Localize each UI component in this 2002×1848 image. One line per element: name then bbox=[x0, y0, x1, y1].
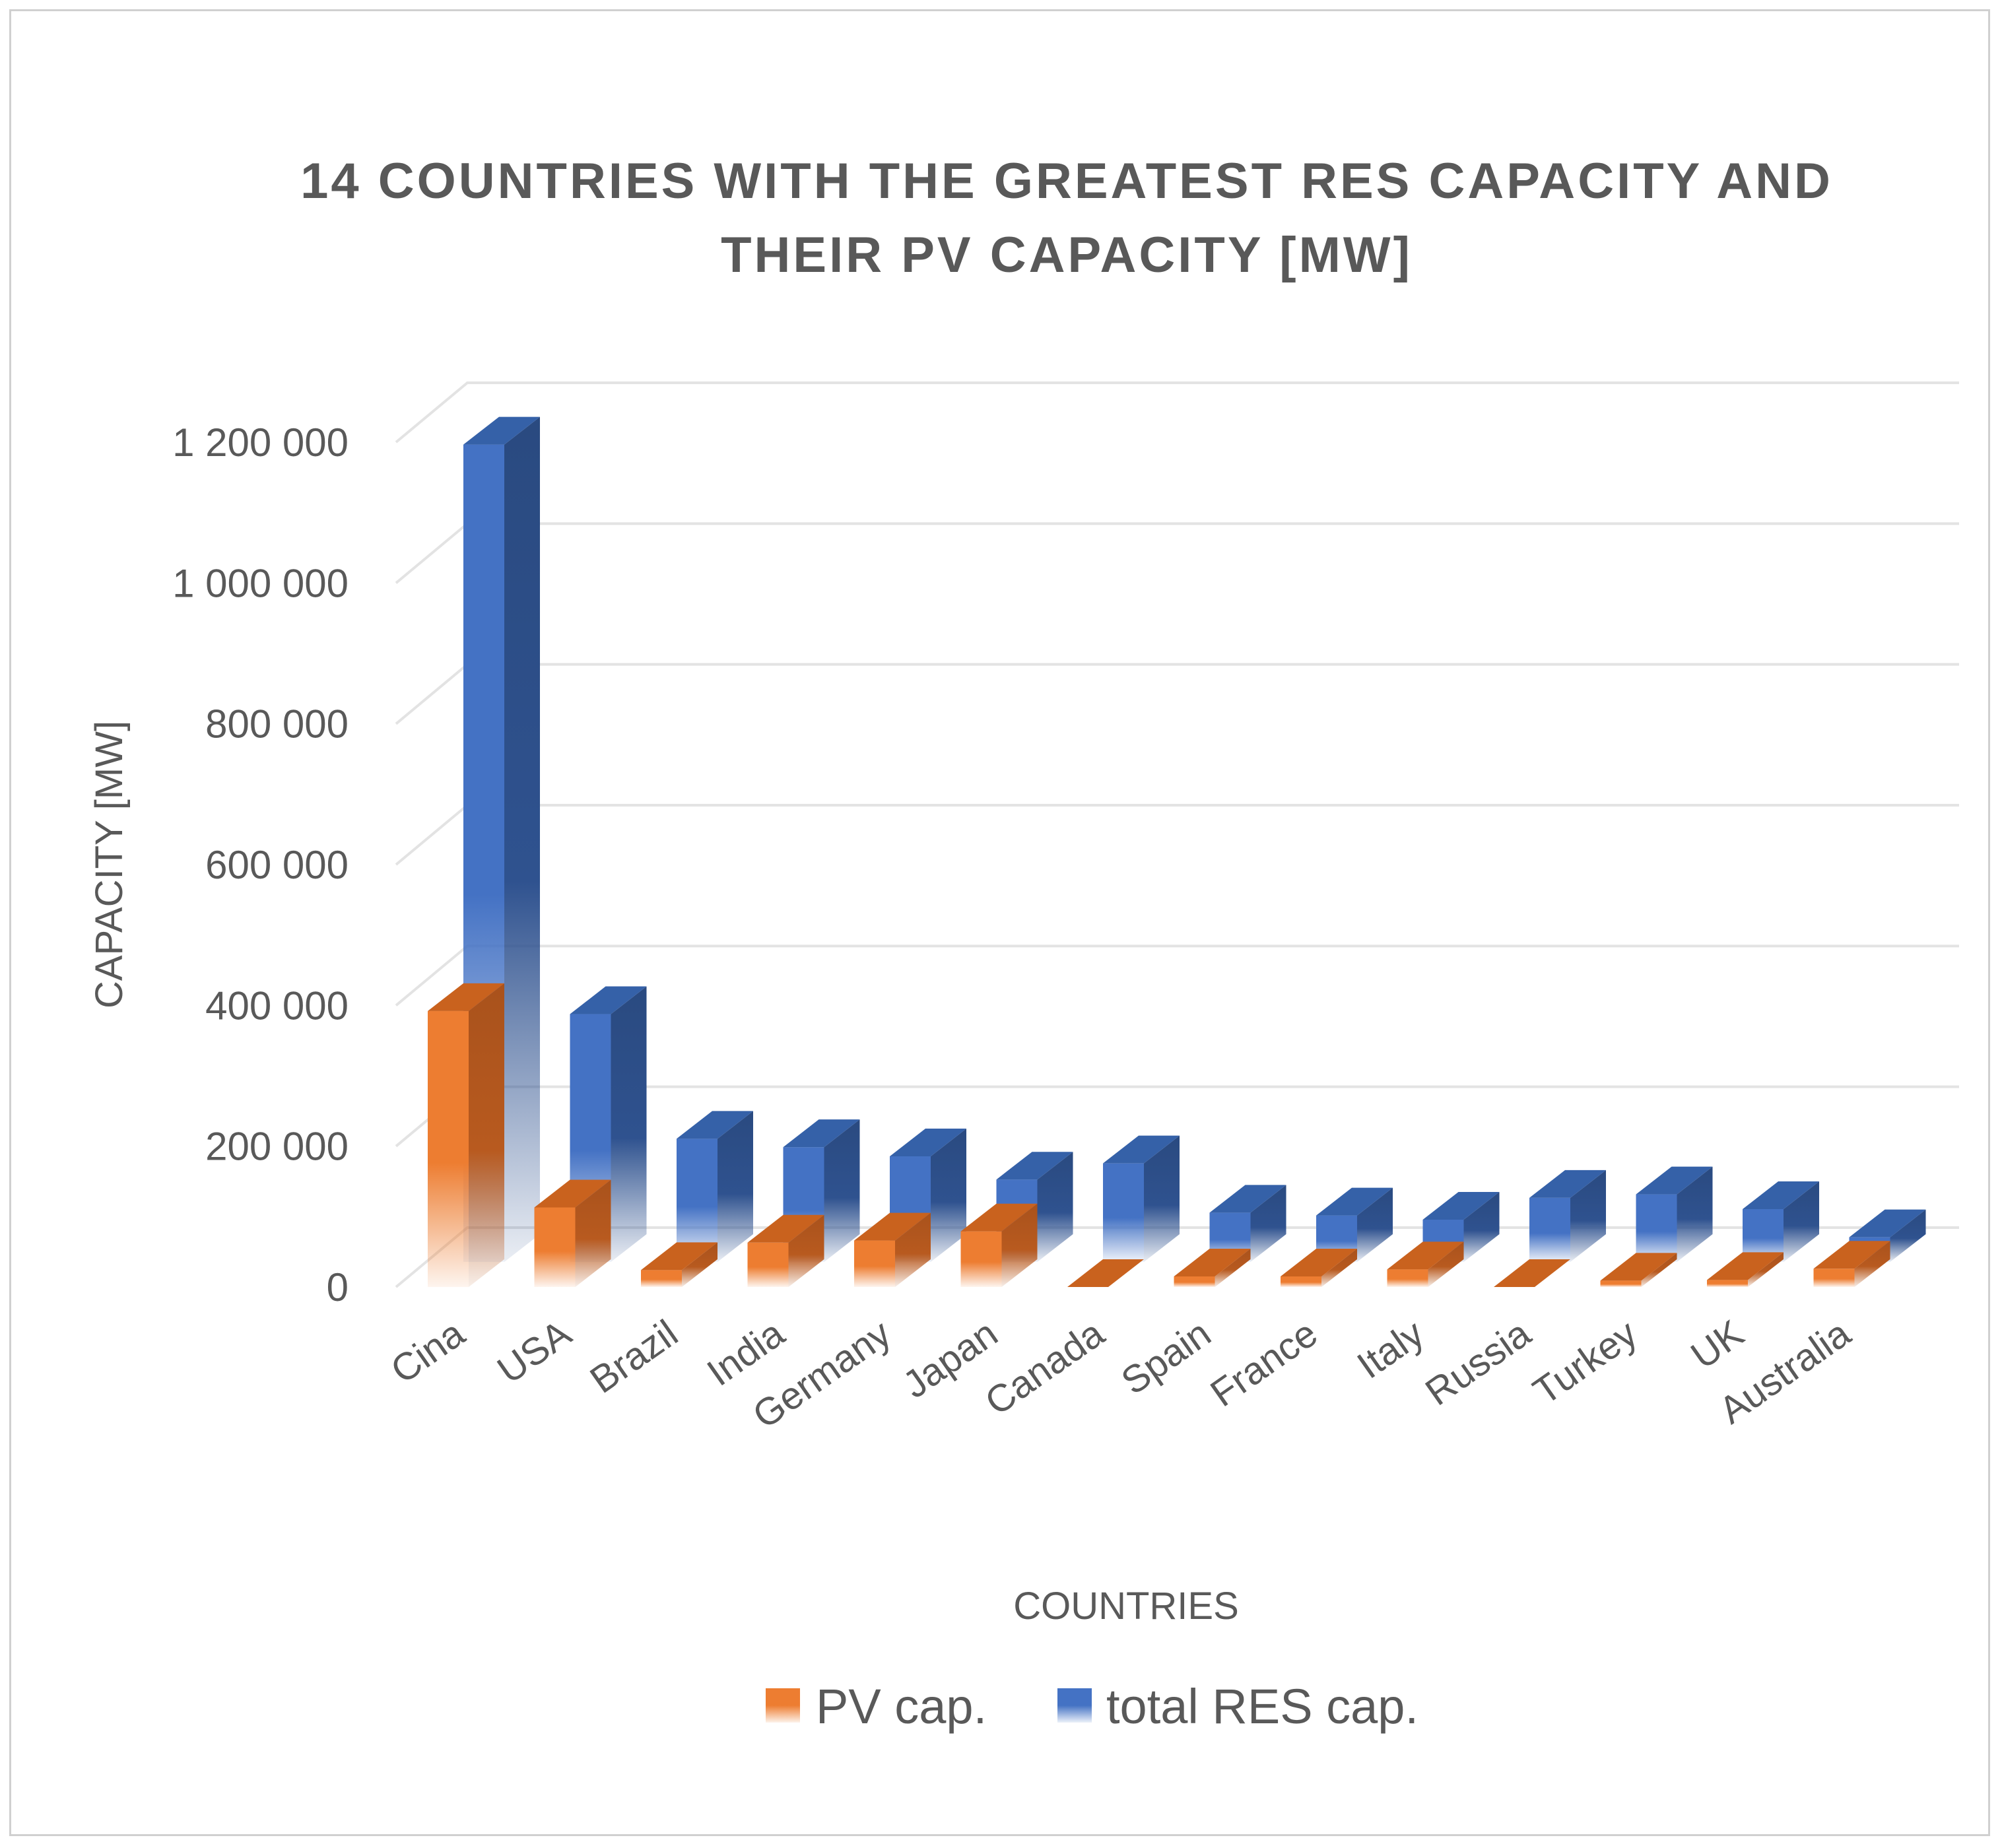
y-tick-label: 400 000 bbox=[205, 983, 349, 1028]
y-tick-label: 600 000 bbox=[205, 843, 349, 887]
bar-res-russia bbox=[1529, 1170, 1606, 1262]
gridline bbox=[395, 381, 1959, 444]
bar-pv-brazil bbox=[641, 1242, 717, 1287]
bar-res-india bbox=[783, 1119, 860, 1262]
y-axis-label: CAPACITY [MW] bbox=[88, 721, 131, 1008]
bar-pv-germany bbox=[854, 1212, 931, 1287]
bars bbox=[428, 416, 1926, 1288]
legend-swatch-pv bbox=[766, 1688, 800, 1723]
x-tick-label: USA bbox=[490, 1311, 579, 1392]
y-tick-label: 0 bbox=[327, 1265, 349, 1309]
chart-frame bbox=[9, 9, 1990, 1836]
x-tick-label: Canada bbox=[978, 1311, 1112, 1424]
legend-label-pv: PV cap. bbox=[816, 1679, 987, 1734]
bar-pv-italy bbox=[1387, 1241, 1464, 1287]
legend: PV cap. total RES cap. bbox=[766, 1679, 1418, 1734]
bar-pv-india bbox=[747, 1214, 824, 1287]
gridline bbox=[395, 804, 1959, 866]
bar-pv-japan bbox=[960, 1203, 1038, 1287]
x-tick-label: UK bbox=[1683, 1311, 1752, 1377]
x-tick-label: Turkey bbox=[1525, 1311, 1645, 1413]
gridline bbox=[395, 663, 1959, 725]
x-tick-label: Italy bbox=[1350, 1311, 1432, 1387]
bar-pv-usa bbox=[534, 1179, 611, 1287]
y-tick-label: 1 200 000 bbox=[172, 420, 349, 465]
bar-pv-uk bbox=[1707, 1252, 1784, 1287]
bar-pv-russia bbox=[1494, 1259, 1570, 1288]
chart-title-line-1: 14 COUNTRIES WITH THE GREATEST RES CAPAC… bbox=[300, 153, 1833, 209]
x-tick-label: Spain bbox=[1114, 1311, 1218, 1402]
bar-res-uk bbox=[1743, 1181, 1819, 1262]
chart-title-line-2: THEIR PV CAPACITY [MW] bbox=[721, 227, 1413, 283]
bar-pv-turkey bbox=[1600, 1253, 1677, 1287]
bar-pv-australia bbox=[1813, 1241, 1890, 1287]
bar-pv-cina bbox=[428, 983, 504, 1287]
bar-res-turkey bbox=[1636, 1166, 1713, 1262]
y-tick-label: 800 000 bbox=[205, 702, 349, 746]
y-tick-label: 1 000 000 bbox=[172, 561, 349, 605]
bar-pv-canada bbox=[1067, 1259, 1144, 1288]
bar-res-canada bbox=[1103, 1135, 1180, 1262]
gridline bbox=[395, 522, 1959, 584]
x-tick-label: Cina bbox=[383, 1311, 473, 1392]
y-tick-label: 200 000 bbox=[205, 1125, 349, 1169]
x-tick-label: Brazil bbox=[582, 1311, 685, 1401]
bar-pv-france bbox=[1281, 1249, 1357, 1287]
x-axis-label: COUNTRIES bbox=[1013, 1585, 1239, 1628]
bar-pv-spain bbox=[1174, 1249, 1251, 1287]
y-axis-ticks: 0 200 000 400 000 600 000 800 000 1 000 000 1 … bbox=[172, 420, 349, 1309]
bar-res-brazil bbox=[677, 1111, 753, 1262]
x-tick-label: France bbox=[1203, 1311, 1325, 1415]
x-tick-label: Russia bbox=[1418, 1311, 1539, 1414]
legend-label-res: total RES cap. bbox=[1106, 1679, 1418, 1734]
legend-swatch-res bbox=[1057, 1688, 1092, 1723]
